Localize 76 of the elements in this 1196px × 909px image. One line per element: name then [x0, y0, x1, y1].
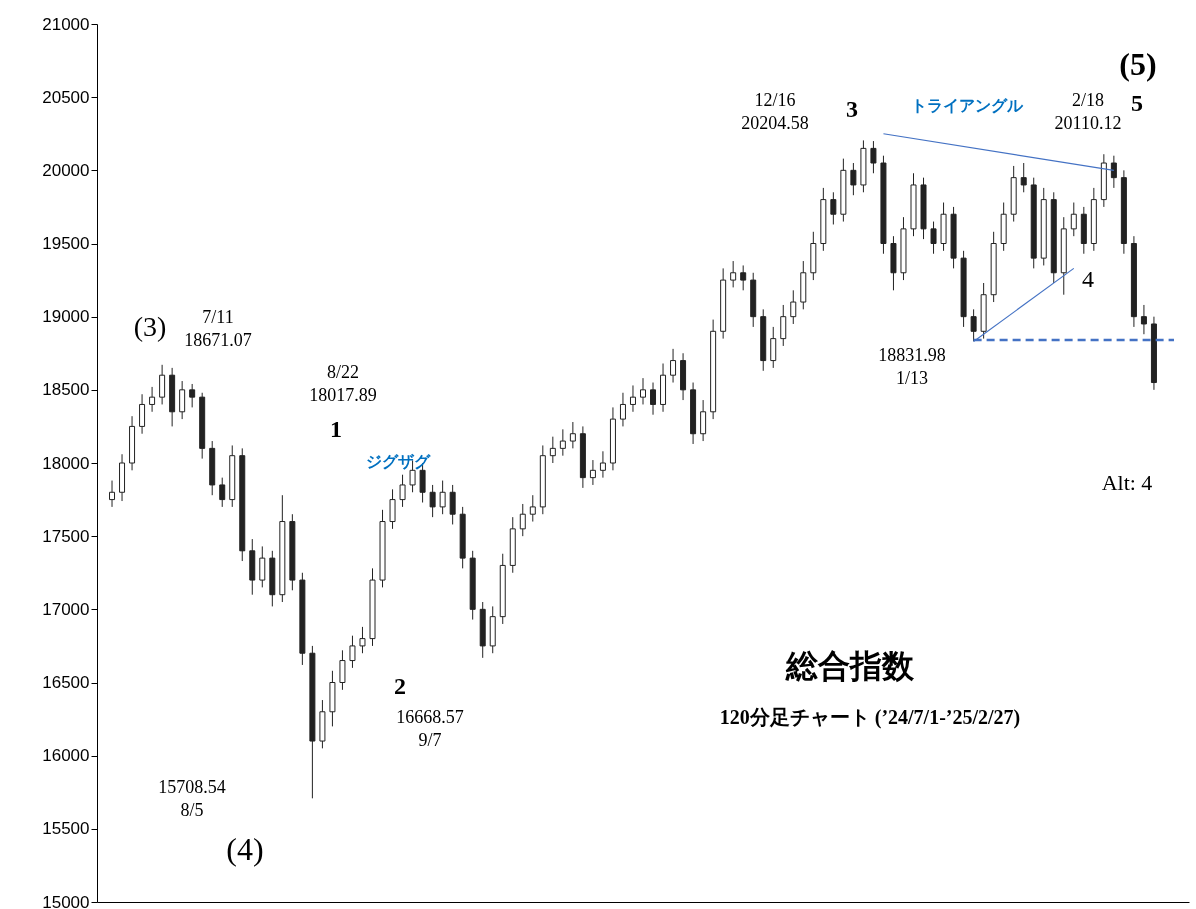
y-tick-label: 16000 — [42, 746, 90, 766]
annotation: (5) — [1119, 46, 1157, 82]
candlestick — [1140, 304, 1147, 335]
candlestick — [790, 289, 797, 325]
candlestick — [930, 221, 937, 255]
candlestick — [149, 386, 156, 413]
candlestick — [629, 384, 636, 413]
annotation: 2 — [394, 673, 406, 699]
y-tick-label: 18500 — [42, 380, 90, 400]
candlestick — [740, 264, 747, 291]
candlestick — [559, 428, 566, 457]
annotation: 15708.54 8/5 — [158, 777, 226, 820]
annotation: 16668.57 9/7 — [396, 707, 464, 750]
y-tick-label: 19000 — [42, 307, 90, 327]
candlestick — [259, 545, 266, 588]
annotation: 3 — [846, 96, 858, 122]
candlestick — [970, 308, 977, 342]
candlestick — [139, 393, 146, 435]
candlestick — [1070, 202, 1077, 237]
candlestick — [529, 494, 536, 523]
candlestick — [650, 382, 657, 416]
candlestick — [1110, 155, 1117, 189]
candlestick — [519, 503, 526, 537]
annotation: トライアングル — [911, 97, 1024, 114]
candlestick — [670, 348, 677, 384]
annotation: 12/16 20204.58 — [741, 90, 809, 133]
annotation: 5 — [1131, 90, 1143, 116]
candlestick — [389, 488, 396, 530]
annotation: 18831.98 1/13 — [878, 345, 946, 388]
candlestick — [179, 380, 186, 420]
annotation: ジグザグ — [366, 453, 431, 470]
candlestick — [159, 364, 166, 405]
annotation: (4) — [226, 831, 264, 867]
candlestick — [850, 162, 857, 196]
candlestick — [549, 436, 556, 464]
text: 総合指数 — [785, 648, 915, 684]
candlestick — [830, 191, 837, 225]
candlestick — [349, 635, 356, 669]
candlestick — [339, 649, 346, 691]
text: 120分足チャート (’24/7/1-’25/2/27) — [719, 706, 1021, 729]
candlestick — [1020, 162, 1027, 193]
annotation: 2/18 20110.12 — [1054, 90, 1122, 133]
y-tick-label: 21000 — [42, 14, 90, 34]
y-tick-label: 19500 — [42, 234, 90, 253]
y-tick-label: 17500 — [42, 526, 90, 546]
y-tick-label: 17000 — [42, 599, 90, 619]
y-tick-label: 16500 — [42, 673, 90, 692]
candlestick — [589, 459, 596, 486]
candlestick — [429, 484, 436, 518]
y-tick-label: 20000 — [42, 160, 90, 180]
candlestick — [439, 480, 446, 515]
y-tick-label: 15500 — [42, 819, 90, 839]
candlestick — [399, 474, 406, 508]
candlestick — [359, 626, 366, 654]
candlestick — [870, 140, 877, 174]
candlestick — [189, 383, 196, 408]
candlestick — [599, 450, 606, 479]
annotation: 1 — [330, 416, 342, 442]
candlestick — [730, 260, 737, 288]
annotation: (3) — [133, 311, 167, 342]
candlestick — [109, 480, 116, 508]
candlestick — [569, 421, 576, 449]
candlestick — [640, 377, 646, 405]
y-tick-label: 15000 — [42, 892, 90, 909]
annotation: 8/22 18017.89 — [309, 362, 377, 405]
annotation: Alt: 4 — [1101, 470, 1153, 495]
candlestick — [700, 399, 707, 442]
annotation: 4 — [1082, 266, 1094, 292]
candlestick — [780, 304, 787, 347]
annotation: 7/11 18671.07 — [184, 307, 252, 350]
candlestick — [619, 392, 626, 427]
candlestick — [449, 484, 456, 525]
candlestick — [770, 326, 777, 369]
y-tick-label: 18000 — [42, 453, 90, 473]
y-tick-label: 20500 — [42, 87, 90, 107]
candlestick — [219, 477, 226, 508]
